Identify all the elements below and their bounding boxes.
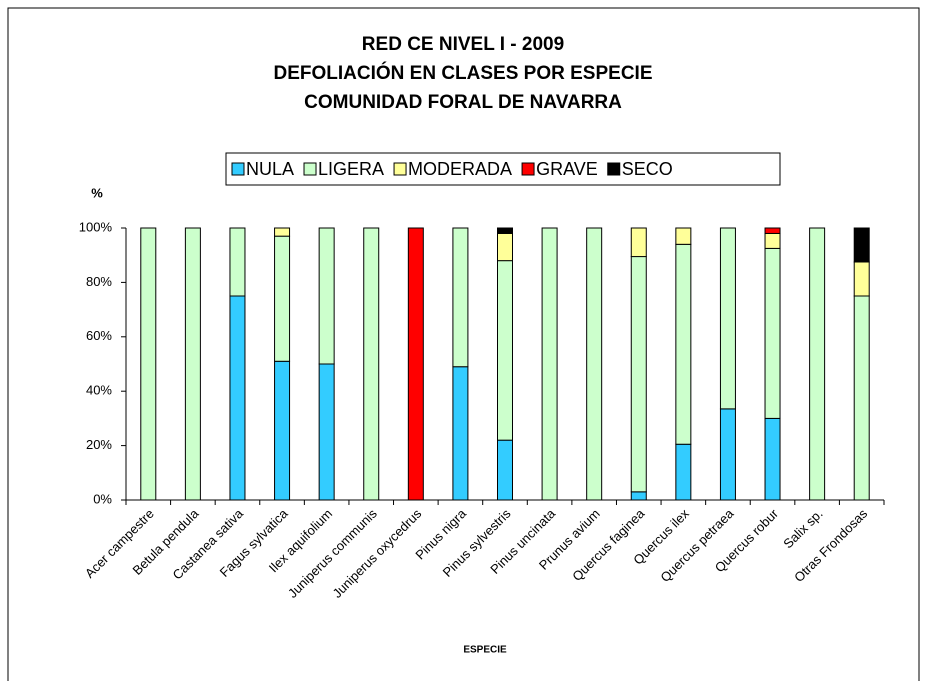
legend-swatch <box>521 162 535 176</box>
y-tick-label: 80% <box>86 274 112 289</box>
chart-title: DEFOLIACIÓN EN CLASES POR ESPECIE <box>274 62 653 84</box>
bar <box>140 227 157 501</box>
bar <box>497 260 513 441</box>
bar <box>719 227 736 410</box>
bar <box>764 247 781 419</box>
bar <box>452 227 469 368</box>
bar <box>764 227 781 234</box>
legend-swatch <box>303 162 317 176</box>
legend-swatch <box>607 162 621 176</box>
bar <box>630 491 647 501</box>
bar <box>630 227 647 258</box>
bar <box>274 227 291 237</box>
bar <box>497 439 513 501</box>
chart-title: COMUNIDAD FORAL DE NAVARRA <box>304 92 622 113</box>
bar <box>541 227 558 501</box>
bar <box>318 227 335 365</box>
y-tick-label: 0% <box>93 491 112 506</box>
bar <box>675 227 692 245</box>
legend-label: NULA <box>246 159 294 179</box>
bar <box>853 227 870 263</box>
bar <box>630 256 647 493</box>
bar <box>274 235 291 362</box>
bar <box>853 261 870 297</box>
y-tick-label: 100% <box>79 219 113 234</box>
legend-label: SECO <box>622 159 673 179</box>
y-tick-label: 40% <box>86 383 112 398</box>
y-axis-label: % <box>91 185 103 200</box>
legend-label: MODERADA <box>408 159 512 179</box>
chart-title: RED CE NIVEL I - 2009 <box>362 34 564 55</box>
bar <box>675 443 692 501</box>
y-tick-label: 20% <box>86 437 112 452</box>
bar <box>719 408 736 501</box>
legend-label: LIGERA <box>318 159 384 179</box>
bar <box>497 227 513 234</box>
bar <box>853 295 870 501</box>
bar <box>675 243 692 445</box>
bar <box>229 227 246 297</box>
legend-box <box>225 152 781 186</box>
bar <box>586 227 603 501</box>
bar <box>363 227 380 501</box>
bar <box>229 295 246 501</box>
bar <box>497 232 513 262</box>
legend-swatch <box>231 162 245 176</box>
bar <box>407 227 424 501</box>
legend-label: GRAVE <box>536 159 598 179</box>
x-axis-label: ESPECIE <box>463 645 507 656</box>
bar <box>184 227 201 501</box>
y-tick-label: 60% <box>86 328 112 343</box>
bar <box>809 227 826 501</box>
bar <box>452 366 469 501</box>
bar <box>764 232 781 249</box>
bar <box>318 363 335 501</box>
bar <box>274 360 291 501</box>
bar <box>764 417 781 501</box>
legend-swatch <box>393 162 407 176</box>
